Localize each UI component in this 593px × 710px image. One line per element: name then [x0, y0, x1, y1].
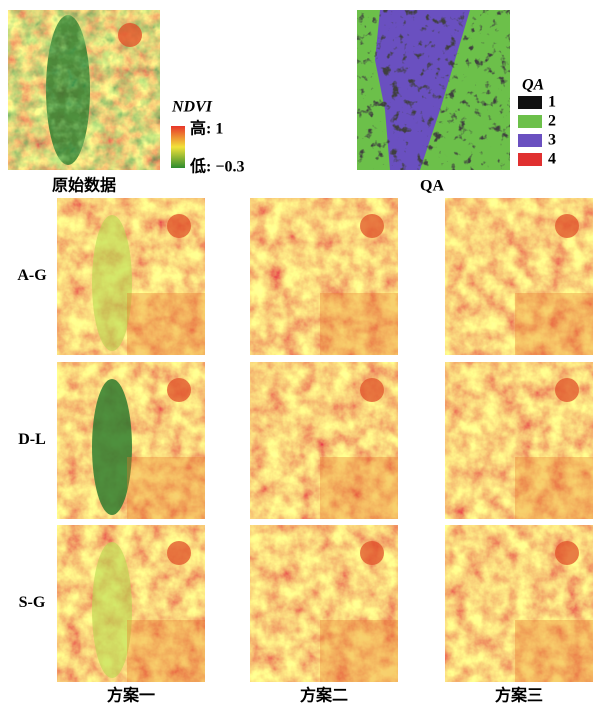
row-label: A-G [17, 267, 47, 284]
legend-label: 2 [548, 113, 556, 130]
figure: 原始数据 NDVI 高: 1 低: −0.3 QA QA 1 2 3 4 A-G D-L… [0, 0, 593, 710]
hotspot [555, 378, 579, 402]
colorbar-low: 低: −0.3 [189, 157, 244, 176]
legend-swatch [518, 134, 542, 147]
hotspot [167, 378, 191, 402]
shade [515, 620, 593, 682]
hotspot [360, 541, 384, 565]
result-image [250, 198, 398, 355]
shade [320, 620, 398, 682]
shade [127, 293, 205, 355]
legend-title: QA [522, 77, 545, 94]
hotspot [555, 214, 579, 238]
result-image [250, 362, 398, 519]
result-image [445, 198, 593, 355]
hotspot [167, 541, 191, 565]
result-image [57, 525, 205, 682]
column-label: 方案二 [300, 686, 348, 705]
shade [320, 457, 398, 519]
legend-label: 1 [548, 94, 556, 111]
column-label: 方案一 [107, 686, 155, 705]
hotspot [555, 541, 579, 565]
shade [515, 457, 593, 519]
shade [127, 620, 205, 682]
column-label: 方案三 [495, 686, 543, 705]
result-image [445, 362, 593, 519]
qa-class-1 [357, 10, 510, 170]
shade [320, 293, 398, 355]
row-label: S-G [19, 594, 46, 611]
legend-swatch [518, 115, 542, 128]
vegetation-patch [92, 542, 132, 678]
legend-swatch [518, 96, 542, 109]
colorbar-high: 高: 1 [190, 119, 223, 138]
hotspot [167, 214, 191, 238]
result-image [57, 362, 205, 519]
panel-label: 原始数据 [52, 176, 116, 195]
legend-title: NDVI [171, 99, 213, 116]
legend-label: 3 [548, 132, 556, 149]
legend-swatch [518, 153, 542, 166]
hotspot [360, 378, 384, 402]
result-image [57, 198, 205, 355]
result-grid: A-G D-L S-G 方案一 方案二 方案三 [17, 198, 593, 705]
result-image [250, 525, 398, 682]
legend-label: 4 [548, 151, 556, 168]
vegetation-patch [92, 215, 132, 351]
colorbar [171, 126, 185, 168]
vegetation-patch [92, 379, 132, 515]
shade [127, 457, 205, 519]
panel-label: QA [420, 178, 444, 195]
shade [515, 293, 593, 355]
hotspot [360, 214, 384, 238]
original-image [8, 10, 160, 170]
qa-legend: 1 2 3 4 [518, 94, 556, 168]
hotspot [118, 23, 142, 47]
result-image [445, 525, 593, 682]
row-label: D-L [18, 431, 46, 448]
qa-image [357, 10, 510, 170]
